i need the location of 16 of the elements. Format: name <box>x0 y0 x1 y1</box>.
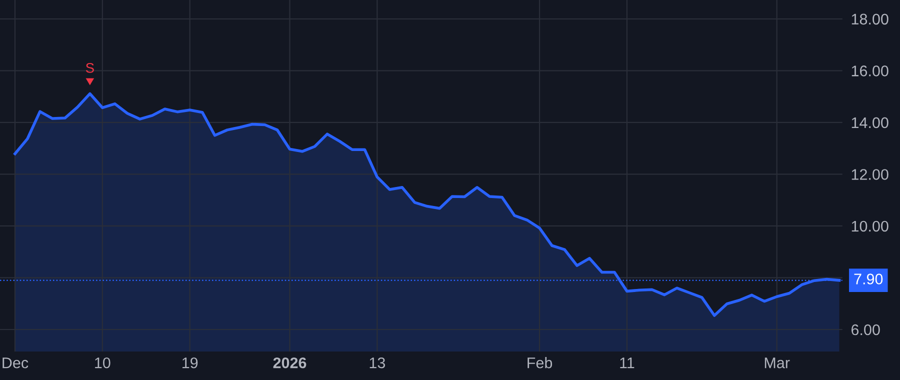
annotation: S <box>86 63 94 73</box>
x-tick-label: Feb <box>528 357 552 368</box>
x-tick-label: 2026 <box>273 357 306 368</box>
x-tick-label: Mar <box>764 358 790 368</box>
x-tick-label: Dec <box>2 358 28 368</box>
x-tick-label: 10 <box>95 357 110 368</box>
y-tick-label: 14.00 <box>852 117 888 128</box>
y-tick-label: 18.00 <box>852 14 888 25</box>
y-tick-label: 12.00 <box>852 169 888 180</box>
y-tick-label: 10.00 <box>852 220 888 232</box>
y-tick-label: 16.00 <box>852 66 888 76</box>
y-tick-label: 6.00 <box>852 324 880 336</box>
x-tick-label: 13 <box>370 357 385 368</box>
ref-line-label: 7.90 <box>854 274 883 284</box>
x-tick-label: 11 <box>620 358 634 368</box>
x-tick-label: 19 <box>182 357 198 368</box>
